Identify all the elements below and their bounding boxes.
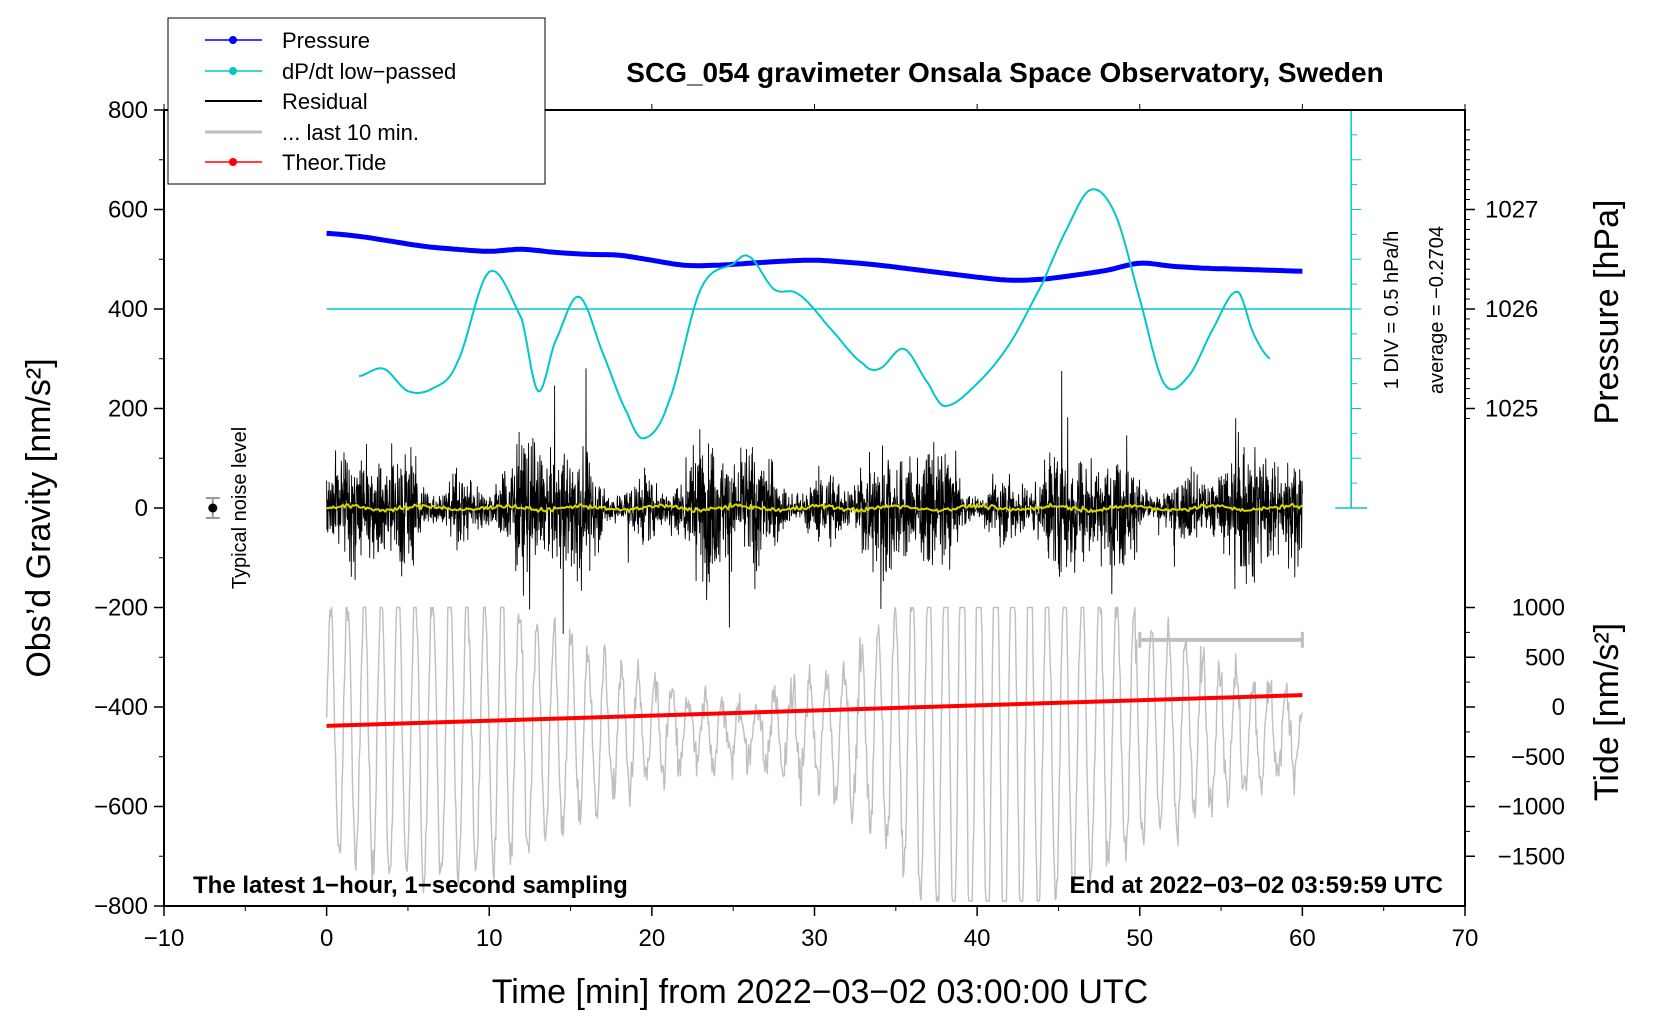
y-axis-label-pressure: Pressure [hPa] (1588, 200, 1626, 425)
legend-label-tide: Theor.Tide (282, 150, 386, 175)
y-tick-label: 400 (108, 296, 148, 323)
y-tick-label: −400 (94, 694, 148, 721)
plot-frame (163, 109, 1466, 907)
x-tick-label: 70 (1452, 925, 1479, 952)
tide-tick-label: −500 (1511, 744, 1565, 771)
y-tick-label: 600 (108, 197, 148, 224)
y-tick-label: −800 (94, 893, 148, 920)
x-tick-label: 60 (1289, 925, 1316, 952)
y-axis-label-left: Obs’d Gravity [nm/s²] (20, 358, 58, 677)
y-tick-label: −600 (94, 794, 148, 821)
div-label: 1 DIV = 0.5 hPa/h (1381, 231, 1403, 389)
y-tick-label: 800 (108, 97, 148, 124)
tide-tick-label: −1500 (1498, 843, 1565, 870)
x-tick-label: 50 (1126, 925, 1153, 952)
legend-entry-residual: Residual (205, 89, 368, 114)
latest-note: The latest 1−hour, 1−second sampling (193, 872, 628, 899)
legend-entry-dpdt: dP/dt low−passed (205, 59, 456, 84)
legend-marker-tide (229, 158, 237, 166)
series-residual-lowpass (326, 502, 1303, 514)
x-tick-label: 10 (476, 925, 503, 952)
y-tick-label: −200 (94, 595, 148, 622)
y-tick-label: 200 (108, 396, 148, 423)
tide-tick-label: 500 (1525, 644, 1565, 671)
end-note: End at 2022−03−02 03:59:59 UTC (1069, 872, 1443, 899)
x-tick-label: 40 (964, 925, 991, 952)
series-pressure (326, 230, 1303, 283)
tide-tick-label: −1000 (1498, 794, 1565, 821)
pressure-tick-label: 1027 (1485, 197, 1538, 224)
legend-marker-dpdt (229, 67, 237, 75)
x-tick-label: 0 (320, 925, 333, 952)
chart-title: SCG_054 gravimeter Onsala Space Observat… (626, 57, 1383, 88)
series-theor-tide (326, 693, 1303, 728)
x-tick-label: 30 (801, 925, 828, 952)
series-residual (326, 368, 1303, 635)
legend-marker-pressure (229, 36, 237, 44)
legend-label-dpdt: dP/dt low−passed (282, 59, 456, 84)
x-tick-label: −10 (144, 925, 185, 952)
series-dpdt (358, 188, 1271, 440)
legend-entry-pressure: Pressure (205, 28, 370, 53)
y-axis-label-tide: Tide [nm/s²] (1588, 623, 1626, 801)
series-last-10-min (325, 606, 1304, 902)
average-label: average = −0.2704 (1426, 226, 1448, 394)
x-axis-label: Time [min] from 2022−03−02 03:00:00 UTC (492, 973, 1148, 1011)
y-tick-label: 0 (135, 495, 148, 522)
data-series (205, 109, 1368, 902)
pressure-tick-label: 1025 (1485, 396, 1538, 423)
legend-label-last10: ... last 10 min. (282, 120, 419, 145)
pressure-tick-label: 1026 (1485, 296, 1538, 323)
x-tick-label: 20 (639, 925, 666, 952)
noise-level-label: Typical noise level (229, 427, 251, 589)
legend: Pressure dP/dt low−passed Residual ... l… (167, 17, 546, 185)
noise-level-marker (208, 503, 218, 513)
legend-label-residual: Residual (282, 89, 368, 114)
legend-entry-tide: Theor.Tide (205, 150, 386, 175)
tide-tick-label: 0 (1552, 694, 1565, 721)
tide-tick-label: 1000 (1512, 595, 1565, 622)
plot-frame-rect (163, 109, 1466, 907)
legend-label-pressure: Pressure (282, 28, 370, 53)
legend-entry-last10: ... last 10 min. (205, 120, 419, 145)
